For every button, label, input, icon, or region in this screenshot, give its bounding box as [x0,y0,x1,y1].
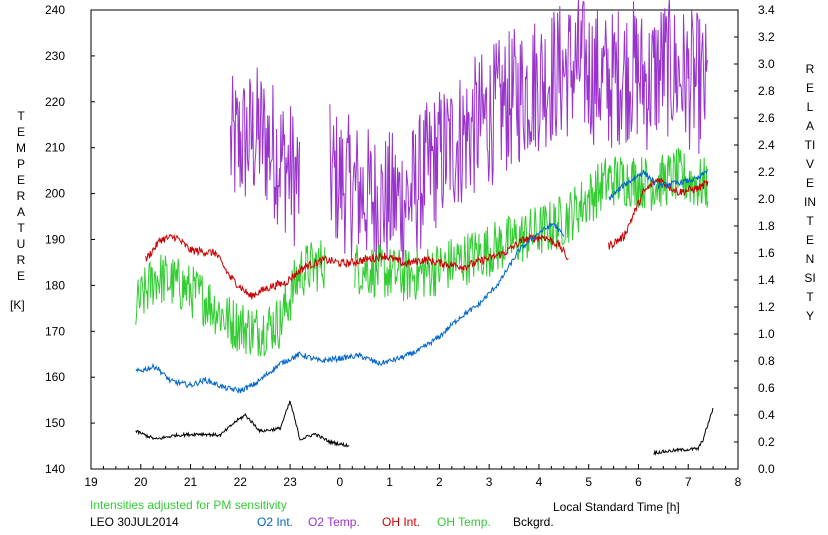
right-tick-label: 0.6 [758,381,775,395]
series-line-oh-temp- [354,147,709,302]
right-tick-label: 0.8 [758,354,775,368]
left-tick-label: 150 [45,416,65,430]
x-tick-label: 7 [685,475,692,489]
x-tick-label: 4 [536,475,543,489]
x-tick-label: 6 [635,475,642,489]
legend-o2-int: O2 Int. [257,515,294,529]
left-tick-label: 180 [45,278,65,292]
series-line-o2-temp- [329,0,709,272]
right-tick-label: 0.2 [758,435,775,449]
y-left-axis-unit: [K] [10,298,25,312]
left-tick-label: 220 [45,95,65,109]
series-line-oh-int- [145,233,569,300]
x-tick-label: 21 [184,475,198,489]
left-tick-label: 230 [45,49,65,63]
x-tick-label: 0 [337,475,344,489]
right-tick-label: 1.0 [758,327,775,341]
right-tick-label: 3.2 [758,30,775,44]
series-line-oh-temp- [135,240,326,357]
series-line-bckgrd- [653,407,714,456]
sensitivity-note: Intensities adjusted for PM sensitivity [90,498,287,512]
left-tick-label: 200 [45,187,65,201]
right-tick-label: 1.2 [758,300,775,314]
right-tick-label: 0.4 [758,408,775,422]
right-tick-label: 1.6 [758,246,775,260]
x-tick-label: 20 [134,475,148,489]
right-tick-label: 1.8 [758,219,775,233]
legend-oh-int: OH Int. [382,515,421,529]
right-tick-label: 2.0 [758,192,775,206]
y-right-axis-label: RELATIVE INTENSITY [804,62,816,323]
right-tick-label: 0.0 [758,462,775,476]
x-tick-label: 8 [735,475,742,489]
right-tick-label: 3.4 [758,3,775,17]
series-layer [135,0,714,456]
right-tick-label: 2.4 [758,138,775,152]
y-left-axis-label: TEMPERATURE [16,109,26,283]
right-tick-label: 3.0 [758,57,775,71]
x-tick-label: 23 [283,475,297,489]
left-tick-label: 210 [45,141,65,155]
left-tick-label: 160 [45,370,65,384]
left-tick-label: 190 [45,233,65,247]
legend-bckgrd: Bckgrd. [513,515,554,529]
x-tick-label: 2 [436,475,443,489]
x-tick-label: 3 [486,475,493,489]
legend-o2-temp: O2 Temp. [308,515,360,529]
series-line-oh-int- [608,177,709,250]
x-tick-label: 19 [84,475,98,489]
series-line-o2-int- [135,222,565,394]
right-tick-label: 1.4 [758,273,775,287]
x-axis-label: Local Standard Time [h] [553,500,680,514]
x-tick-label: 1 [386,475,393,489]
left-tick-label: 170 [45,324,65,338]
legend-oh-temp: OH Temp. [437,515,491,529]
x-tick-label: 22 [234,475,248,489]
right-tick-label: 2.2 [758,165,775,179]
series-line-o2-temp- [229,67,300,247]
site-date-label: LEO 30JUL2014 [90,515,179,529]
left-tick-label: 140 [45,462,65,476]
series-line-bckgrd- [135,400,350,448]
axis-ticks: 1401501601701801902002102202302400.00.20… [45,3,775,489]
right-tick-label: 2.8 [758,84,775,98]
series-line-o2-int- [608,169,709,201]
x-tick-label: 5 [585,475,592,489]
right-tick-label: 2.6 [758,111,775,125]
left-tick-label: 240 [45,3,65,17]
